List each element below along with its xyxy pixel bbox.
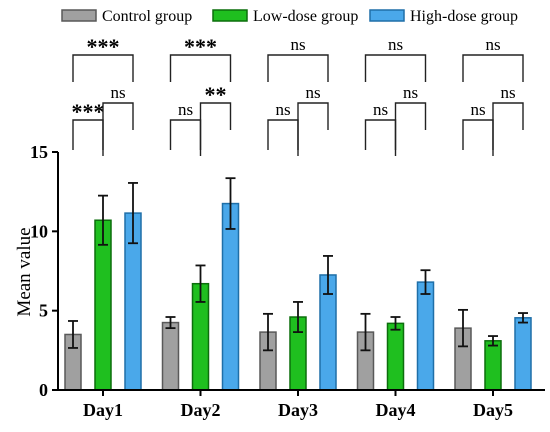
bracket-left: [72, 119, 104, 150]
bracket-right-label: ns: [403, 83, 418, 102]
x-tick-label: Day3: [278, 400, 318, 420]
legend: Control group Low-dose group High-dose gro…: [61, 8, 518, 25]
bracket-left-label: ns: [275, 100, 290, 119]
bracket-right: [102, 102, 134, 156]
bar: [514, 317, 532, 391]
bar: [221, 202, 240, 391]
bracket-left-label: ***: [72, 99, 105, 124]
bracket-right-label: ns: [110, 83, 125, 102]
bracket-outer: [169, 54, 232, 82]
bracket-outer: [267, 54, 329, 82]
bracket-outer-label: ***: [184, 34, 217, 59]
bracket-left-label: ns: [373, 100, 388, 119]
bracket-right: [394, 102, 427, 156]
bracket-left: [169, 119, 202, 150]
bracket-right: [199, 102, 232, 156]
x-tick-label: Day5: [473, 400, 513, 420]
y-tick-label: 15: [30, 142, 48, 162]
bars: [64, 177, 532, 391]
y-tick-label: 10: [30, 221, 48, 241]
bar: [161, 321, 180, 391]
bracket-left-label: ns: [470, 100, 485, 119]
x-tick-label: Day2: [181, 400, 221, 420]
axes: 0 5 10 15 Day1 Day2 Day3 Day4 Day5: [30, 142, 545, 420]
bracket-outer-label: ns: [290, 35, 305, 54]
x-tick-label: Day1: [83, 400, 123, 420]
bracket-outer: [462, 54, 524, 82]
x-tick-label: Day4: [376, 400, 416, 420]
bracket-outer-label: ***: [87, 34, 120, 59]
bracket-left: [267, 119, 299, 150]
legend-swatch: [212, 9, 248, 22]
bracket-right-label: **: [205, 82, 227, 107]
bracket-outer-label: ns: [388, 35, 403, 54]
bar: [416, 281, 435, 391]
y-tick-label: 5: [39, 301, 48, 321]
bracket-left: [364, 119, 397, 150]
bracket-right: [492, 102, 524, 156]
bar: [484, 340, 502, 391]
legend-swatch: [61, 9, 97, 22]
y-tick-label: 0: [39, 380, 48, 400]
bracket-right-label: ns: [500, 83, 515, 102]
bracket-outer-label: ns: [485, 35, 500, 54]
bar: [386, 322, 405, 391]
bracket-outer: [72, 54, 134, 82]
legend-label: Control group: [102, 8, 192, 25]
bracket-right-label: ns: [305, 83, 320, 102]
legend-label: High-dose group: [410, 8, 518, 25]
bracket-left-label: ns: [178, 100, 193, 119]
bracket-right: [297, 102, 329, 156]
legend-label: Low-dose group: [253, 8, 358, 25]
bracket-outer: [364, 54, 427, 82]
bracket-left: [462, 119, 494, 150]
legend-swatch: [369, 9, 405, 22]
y-axis-title: Mean value: [14, 227, 35, 316]
